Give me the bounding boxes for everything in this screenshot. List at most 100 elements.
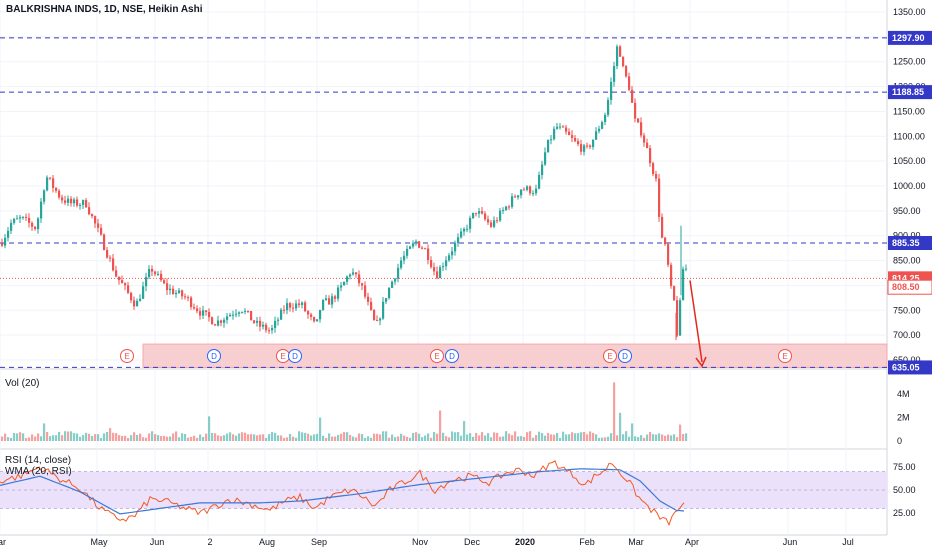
candle-body — [64, 200, 66, 202]
volume-bar — [142, 437, 144, 441]
candle-body — [40, 202, 42, 219]
volume-tick-label: 0 — [897, 436, 902, 446]
level-label: 1297.90 — [892, 33, 925, 43]
candle-body — [55, 188, 57, 191]
volume-bar — [43, 423, 45, 441]
candle-body — [190, 298, 192, 308]
rsi-tick-label: 75.00 — [893, 462, 916, 472]
volume-bar — [433, 432, 435, 441]
candle-body — [403, 256, 405, 261]
volume-bar — [124, 436, 126, 441]
volume-bar — [217, 435, 219, 441]
volume-bar — [427, 433, 429, 441]
volume-bar — [367, 436, 369, 441]
volume-bar — [37, 433, 39, 441]
volume-bar — [667, 435, 669, 441]
candle-body — [475, 213, 477, 214]
candle-body — [433, 267, 435, 271]
candle-body — [34, 227, 36, 229]
candle-body — [601, 122, 603, 129]
candle-body — [199, 311, 201, 315]
candle-body — [166, 283, 168, 290]
candle-body — [556, 127, 558, 129]
candle-body — [121, 280, 123, 283]
volume-bar — [301, 432, 303, 441]
candle-body — [337, 288, 339, 299]
volume-bar — [16, 433, 18, 441]
candle-body — [517, 195, 519, 197]
volume-bar — [271, 432, 273, 441]
volume-bar — [211, 433, 213, 441]
volume-bar — [4, 434, 6, 441]
volume-bar — [643, 438, 645, 441]
volume-bar — [334, 437, 336, 441]
candle-body — [610, 82, 612, 100]
volume-bar — [13, 433, 15, 441]
candle-body — [97, 223, 99, 227]
volume-bar — [139, 434, 141, 441]
candle-body — [670, 265, 672, 286]
volume-bar — [634, 436, 636, 441]
candle-body — [277, 320, 279, 321]
candle-body — [526, 186, 528, 189]
volume-bar — [523, 437, 525, 441]
candle-body — [124, 283, 126, 285]
volume-bar — [328, 433, 330, 441]
volume-bar — [403, 436, 405, 441]
candle-body — [406, 249, 408, 256]
volume-bar — [499, 437, 501, 441]
candle-body — [382, 302, 384, 319]
volume-bar — [484, 436, 486, 441]
candle-body — [412, 243, 414, 246]
volume-bar — [91, 436, 93, 441]
level-label: 1188.85 — [892, 87, 924, 97]
volume-bar — [31, 434, 33, 441]
volume-bar — [298, 431, 300, 441]
volume-bar — [478, 435, 480, 441]
candle-body — [331, 296, 333, 304]
volume-bar — [640, 435, 642, 441]
candle-body — [379, 319, 381, 321]
candle-body — [304, 303, 306, 312]
volume-bar — [322, 436, 324, 441]
volume-bar — [154, 434, 156, 441]
candle-body — [361, 283, 363, 285]
volume-bar — [517, 436, 519, 441]
volume-bar — [190, 437, 192, 441]
volume-bar — [127, 438, 129, 441]
candle-body — [496, 220, 498, 221]
volume-bar — [7, 437, 9, 441]
candle-body — [604, 115, 606, 122]
volume-bar — [283, 438, 285, 441]
volume-bar — [34, 437, 36, 441]
candle-body — [154, 272, 156, 275]
volume-bar — [487, 433, 489, 441]
volume-bar — [100, 438, 102, 441]
candle-body — [625, 66, 627, 76]
candle-body — [7, 231, 9, 238]
candle-body — [376, 320, 378, 321]
volume-bar — [223, 435, 225, 441]
price-tick-label: 1250.00 — [893, 57, 926, 67]
candle-body — [136, 301, 138, 306]
candle-body — [538, 175, 540, 189]
volume-bar — [436, 434, 438, 441]
volume-bar — [58, 432, 60, 441]
volume-bar — [511, 435, 513, 441]
event-label: D — [622, 352, 628, 361]
candle-body — [61, 197, 63, 200]
candle-body — [613, 66, 615, 82]
volume-bar — [628, 437, 630, 441]
candle-body — [622, 57, 624, 66]
event-label: E — [280, 352, 285, 361]
candle-body — [262, 325, 264, 327]
volume-bar — [373, 434, 375, 441]
candle-body — [223, 320, 225, 323]
volume-bar — [646, 435, 648, 441]
candle-body — [364, 286, 366, 297]
candle-body — [271, 328, 273, 330]
candle-body — [25, 217, 27, 218]
volume-bar — [376, 434, 378, 441]
volume-bar — [199, 434, 201, 441]
volume-bar — [220, 436, 222, 441]
